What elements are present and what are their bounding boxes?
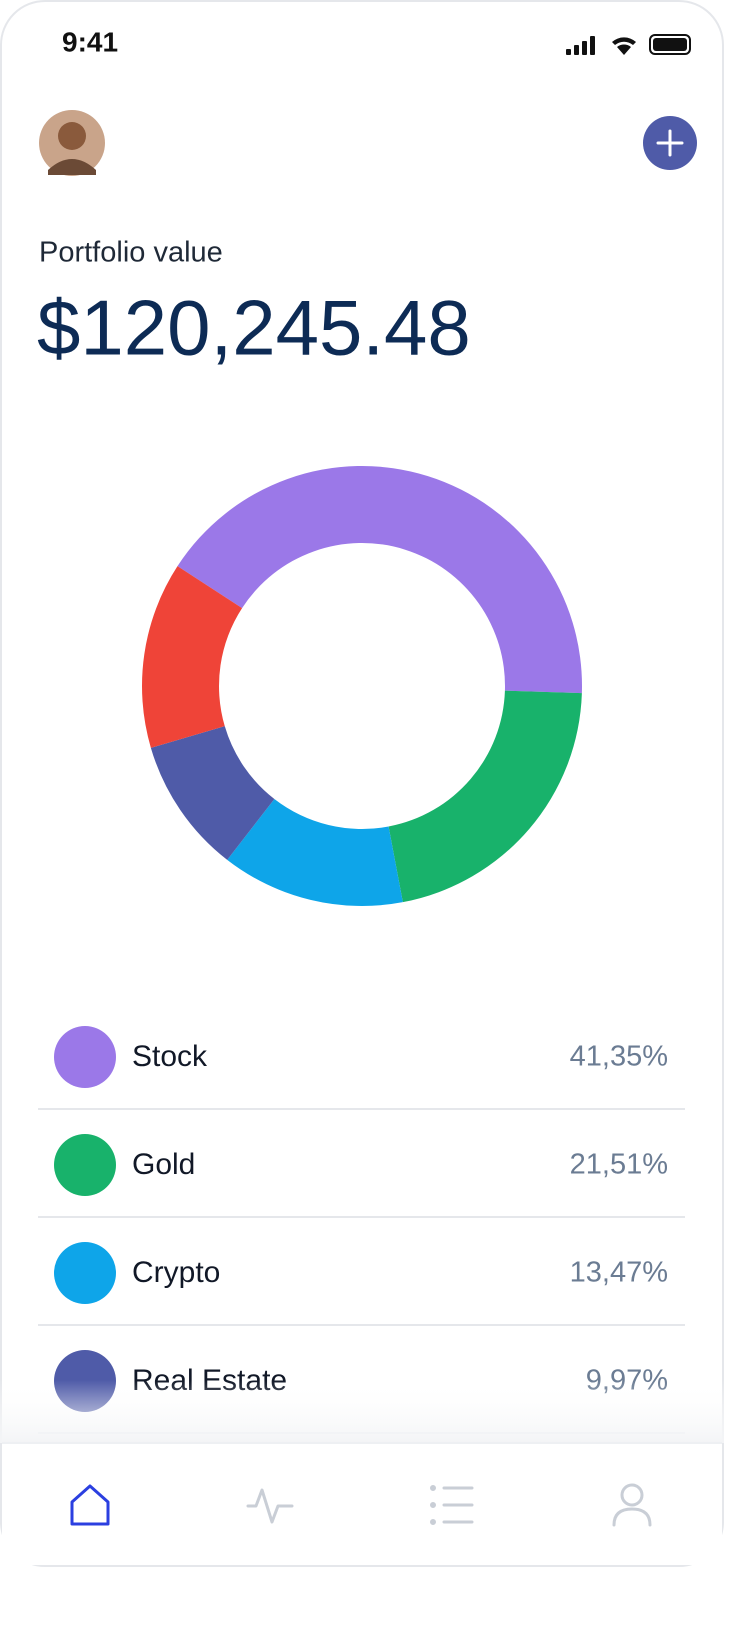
- donut-segment: [141, 566, 243, 748]
- asset-name: Gold: [132, 1148, 195, 1181]
- asset-name: Crypto: [132, 1256, 220, 1289]
- donut-segment: [388, 690, 582, 903]
- asset-icon: [54, 1134, 116, 1196]
- asset-icon: [54, 1242, 116, 1304]
- profile-tab[interactable]: [612, 1483, 652, 1527]
- list-tab[interactable]: [430, 1485, 474, 1525]
- asset-percent: 21,51%: [570, 1149, 668, 1181]
- avatar[interactable]: [39, 110, 105, 176]
- phone-frame: [0, 0, 724, 1567]
- portfolio-label: Portfolio value: [39, 237, 223, 269]
- home-tab[interactable]: [70, 1484, 110, 1526]
- add-button[interactable]: [643, 116, 697, 170]
- asset-row[interactable]: Crypto 13,47%: [38, 1242, 685, 1326]
- scroll-fade: [0, 1380, 724, 1443]
- asset-row[interactable]: Stock 41,35%: [38, 1026, 685, 1110]
- donut-chart: [141, 465, 582, 906]
- donut-segment: [177, 465, 582, 694]
- donut-segment: [227, 799, 403, 906]
- portfolio-amount: $120,245.48: [37, 284, 471, 372]
- asset-icon: [54, 1026, 116, 1088]
- asset-percent: 41,35%: [570, 1041, 668, 1073]
- asset-name: Stock: [132, 1040, 208, 1073]
- status-icons: [566, 34, 691, 55]
- tab-bar: [2, 1443, 722, 1565]
- asset-row[interactable]: Gold 21,51%: [38, 1134, 685, 1218]
- activity-tab[interactable]: [246, 1488, 294, 1524]
- status-time: 9:41: [62, 26, 118, 57]
- donut-segment: [150, 726, 275, 860]
- asset-percent: 13,47%: [570, 1257, 668, 1289]
